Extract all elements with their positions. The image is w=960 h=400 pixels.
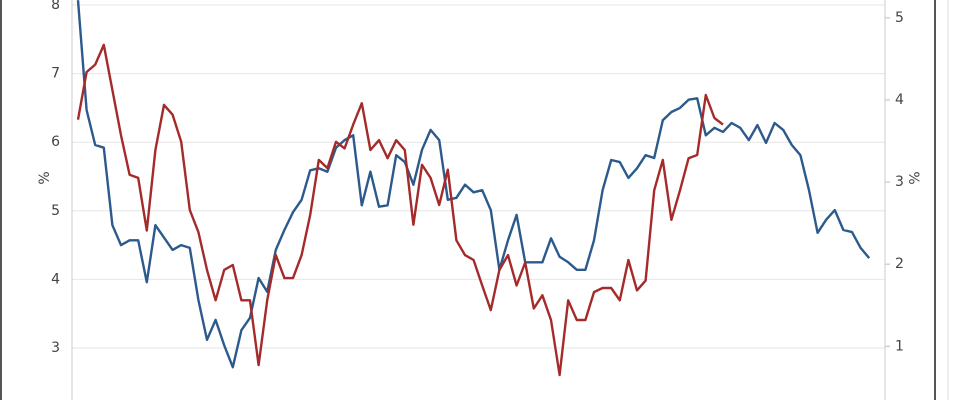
- y2-axis-label: %: [905, 171, 921, 184]
- series-line: [76, 0, 871, 369]
- y-tick-label: 5: [51, 203, 60, 219]
- y-tick-label: 6: [51, 134, 60, 150]
- y2-tick-label: 5: [895, 10, 904, 26]
- frame: [0, 0, 936, 400]
- series-line: [76, 43, 724, 377]
- y-tick-label: 4: [51, 271, 60, 287]
- y-tick-label: 8: [51, 0, 60, 13]
- y-axis-label: %: [37, 171, 53, 184]
- y2-tick-label: 1: [895, 338, 904, 354]
- y2-tick-label: 4: [895, 92, 904, 108]
- y-tick-label: 7: [51, 66, 60, 82]
- y2-tick-label: 3: [895, 174, 904, 190]
- y-tick-label: 3: [51, 340, 60, 356]
- y2-tick-label: 2: [895, 256, 904, 272]
